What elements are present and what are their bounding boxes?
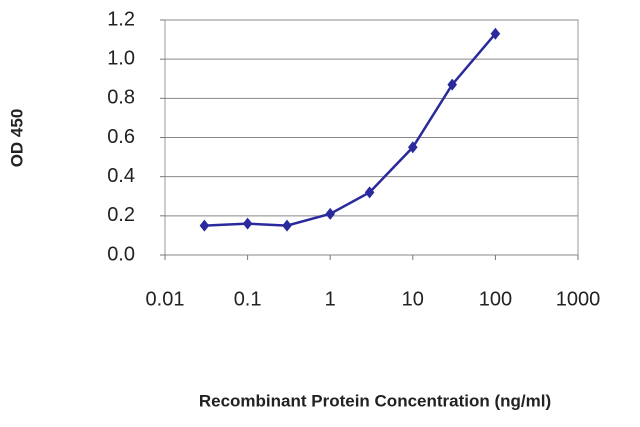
y-axis-label: OD 450 [7, 109, 26, 168]
line [204, 32, 497, 227]
x-tick-label: 0.01 [146, 288, 185, 310]
x-tick-label: 1000 [556, 288, 601, 310]
y-tick-label: 0.8 [107, 87, 135, 109]
x-axis-label: Recombinant Protein Concentration (ng/ml… [199, 391, 551, 410]
point [242, 217, 253, 230]
y-tick-label: 1.0 [107, 47, 135, 69]
y-tick-label: 0.0 [107, 243, 135, 265]
x-tick-label: 0.1 [234, 288, 262, 310]
point [490, 27, 501, 40]
point [199, 219, 210, 232]
y-tick-label: 0.4 [107, 165, 135, 187]
x-tick-label: 10 [402, 288, 424, 310]
point [408, 141, 418, 154]
point [325, 207, 335, 220]
y-tick-label: 0.6 [107, 126, 135, 148]
point [364, 186, 375, 199]
x-tick-label: 100 [479, 288, 512, 310]
y-tick-label: 1.2 [107, 8, 135, 30]
y-tick-label: 0.2 [107, 204, 135, 226]
point [282, 219, 292, 232]
x-tick-label: 1 [325, 288, 336, 310]
point [447, 78, 458, 91]
